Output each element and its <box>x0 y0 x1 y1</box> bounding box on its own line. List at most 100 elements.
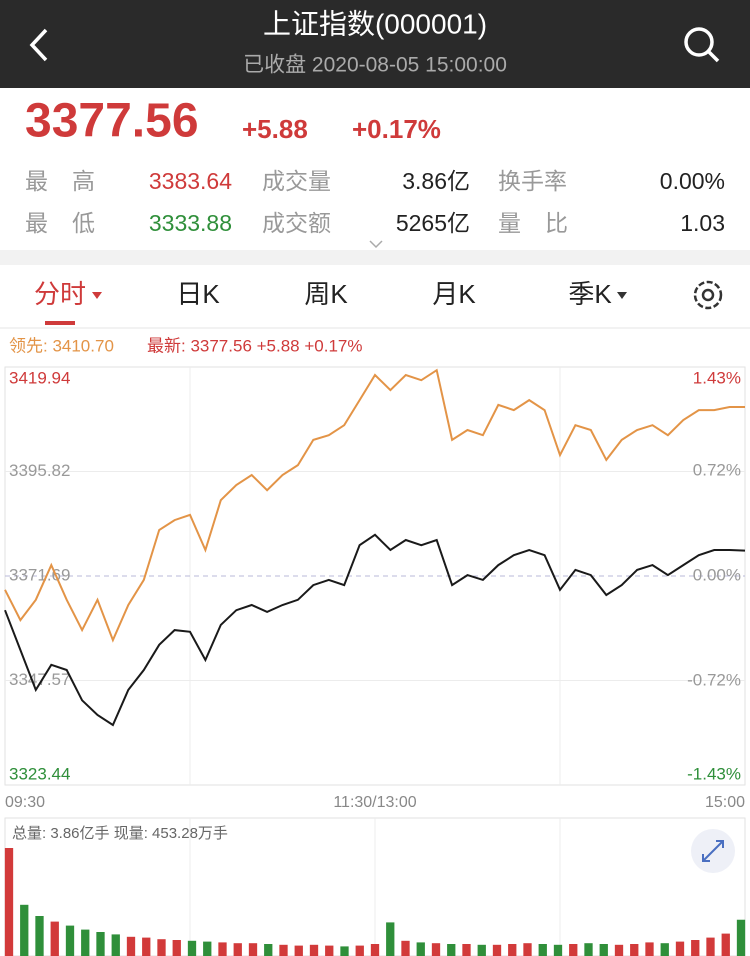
series-line <box>4 368 745 643</box>
volume-bar <box>614 944 624 956</box>
volume-bar <box>584 943 593 956</box>
volume-bar <box>279 944 288 956</box>
volume-bar <box>325 945 334 956</box>
y-tick-label: 3395.82 <box>9 461 70 480</box>
dropdown-icon <box>92 292 102 299</box>
volume-bar <box>126 936 136 956</box>
volume-bar <box>523 943 532 956</box>
series-line <box>4 533 746 727</box>
back-button[interactable] <box>29 28 48 62</box>
change: +5.88 <box>242 114 308 144</box>
volume-bar <box>386 922 395 956</box>
y2-tick-label: 0.72% <box>693 460 741 479</box>
volume-bar <box>492 944 502 956</box>
volume-bar <box>538 944 547 956</box>
volume-bar <box>447 944 456 956</box>
volume-bar <box>203 941 212 956</box>
x-tick-label: 09:30 <box>5 794 45 811</box>
tab[interactable]: 分时 <box>34 279 86 309</box>
volume-bar <box>340 946 349 956</box>
tab[interactable]: 周K <box>304 279 348 309</box>
volume-bar <box>630 944 639 956</box>
tab[interactable]: 季K <box>568 279 612 309</box>
volume-bar <box>172 940 181 956</box>
volume-bar <box>370 944 380 956</box>
volume-bar <box>569 944 578 956</box>
stat-value: 3383.64 <box>149 168 232 194</box>
title: 上证指数(000001) <box>263 8 487 39</box>
volume-bar <box>20 904 29 956</box>
expand-icon[interactable] <box>369 240 383 249</box>
volume-bar <box>35 916 44 956</box>
fullscreen-button[interactable] <box>691 829 735 873</box>
stat-value: 0.00% <box>660 168 725 194</box>
volume-bar <box>81 929 90 956</box>
volume-bar <box>218 942 227 956</box>
volume-bar <box>157 939 166 956</box>
volume-bar <box>111 934 120 956</box>
tab[interactable]: 月K <box>432 279 476 309</box>
price: 3377.56 <box>25 95 199 148</box>
volume-bar <box>4 848 14 956</box>
stat-label: 成交量 <box>262 168 331 194</box>
tab[interactable]: 日K <box>176 279 220 309</box>
y2-tick-label: 0.00% <box>693 565 741 584</box>
volume-bar <box>294 945 303 956</box>
subtitle: 已收盘 2020-08-05 15:00:00 <box>243 54 507 77</box>
volume-bar <box>65 925 75 956</box>
stat-label: 最高 <box>25 168 119 194</box>
volume-bar <box>187 940 197 956</box>
stat-label: 最低 <box>25 210 119 236</box>
separator <box>0 250 750 265</box>
volume-bar <box>553 944 563 956</box>
stat-label: 成交额 <box>262 210 331 236</box>
y2-tick-label: 1.43% <box>693 368 741 387</box>
volume-bar <box>401 940 410 956</box>
volume-bar <box>233 943 242 956</box>
y-tick-label: 3323.44 <box>9 764 70 783</box>
volume-title: 总量: 3.86亿手 现量: 453.28万手 <box>12 825 228 842</box>
volume-bar <box>645 942 654 956</box>
y-tick-label: 3347.57 <box>9 670 70 689</box>
legend-entry: 领先: 3410.70 <box>9 336 114 355</box>
settings-button[interactable] <box>693 280 723 310</box>
y2-tick-label: -1.43% <box>687 764 741 783</box>
volume-bar <box>660 943 669 956</box>
y2-tick-label: -0.72% <box>687 671 741 690</box>
volume-bar <box>736 919 746 956</box>
y-tick-label: 3371.69 <box>9 565 70 584</box>
stat-value: 5265亿 <box>396 210 470 236</box>
search-button[interactable] <box>684 27 720 63</box>
volume-bar <box>309 944 319 956</box>
volume-bar <box>264 944 273 956</box>
top-bar <box>0 0 750 88</box>
tab-underline <box>45 321 75 325</box>
stat-value: 1.03 <box>680 210 725 236</box>
x-tick-label: 15:00 <box>705 794 745 811</box>
volume-bar <box>599 944 608 956</box>
y-tick-label: 3419.94 <box>9 368 70 387</box>
stat-label: 换手率 <box>498 168 567 194</box>
volume-bar <box>462 944 471 956</box>
legend-entry: 最新: 3377.56 +5.88 +0.17% <box>147 336 363 355</box>
volume-bar <box>721 933 730 956</box>
volume-bar <box>96 932 105 956</box>
percent: +0.17% <box>352 114 441 144</box>
volume-bar <box>675 941 685 956</box>
dropdown-icon <box>617 292 627 299</box>
volume-bar <box>248 943 258 956</box>
volume-bar <box>477 944 486 956</box>
stat-value: 3333.88 <box>149 210 232 236</box>
volume-bar <box>691 940 700 956</box>
volume-bar <box>416 942 425 956</box>
stats: 最高 3383.64 成交量 3.86亿 换手率 0.00% 最低 3333.88 成交额 526… <box>25 168 725 236</box>
volume-bar <box>142 937 151 956</box>
volume-bar <box>355 945 364 956</box>
volume-bar <box>706 937 715 956</box>
stat-label: 量比 <box>498 210 592 236</box>
volume-bar <box>431 943 441 956</box>
volume-bar <box>508 944 517 956</box>
tabs: 分时 日K 周K 月K 季K <box>34 279 612 309</box>
